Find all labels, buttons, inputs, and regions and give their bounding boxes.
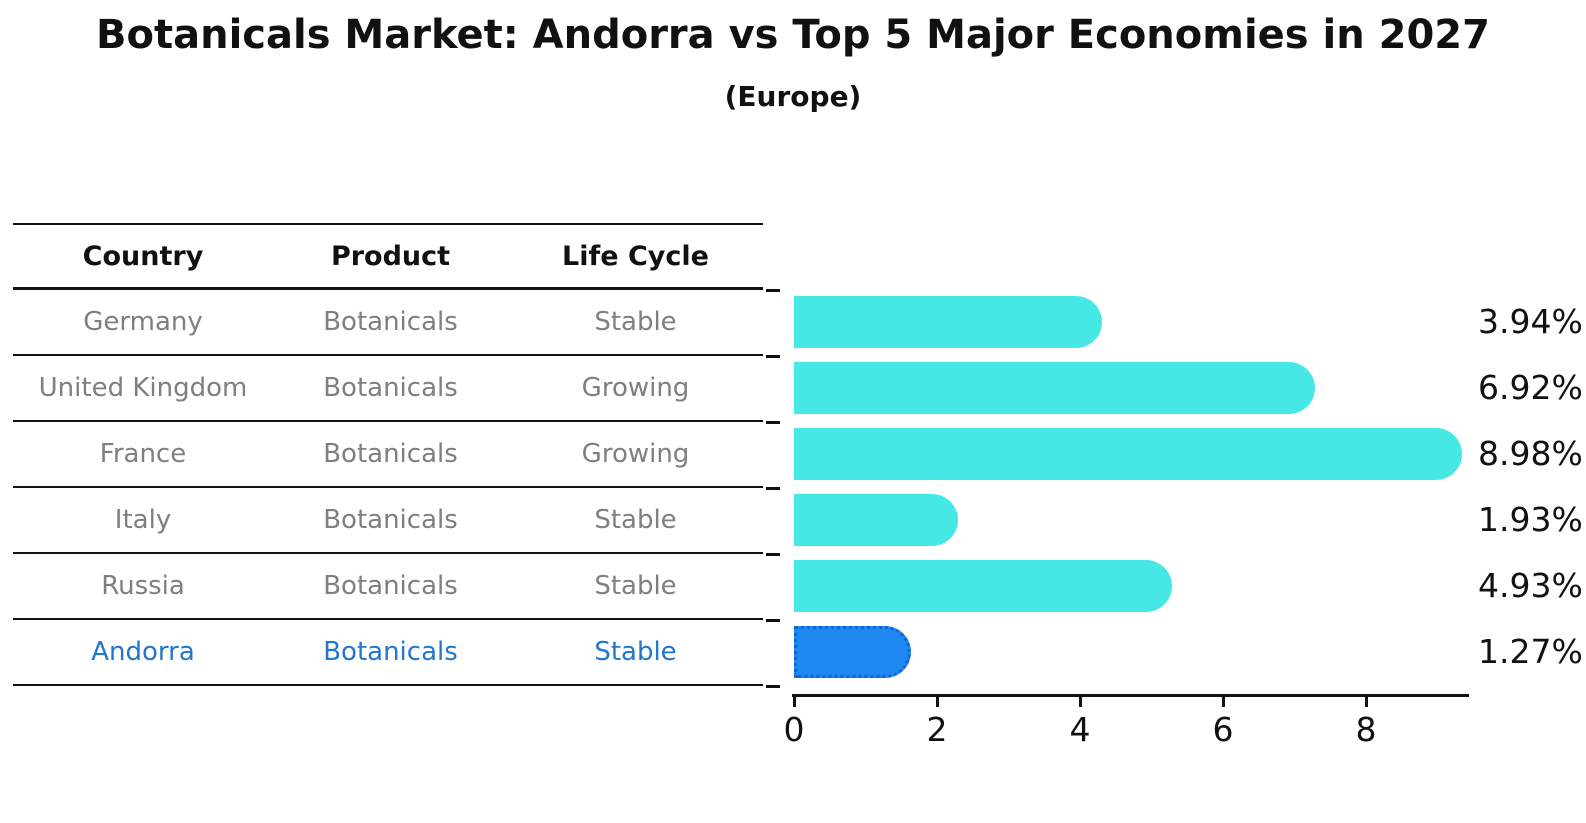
table-row: Andorra Botanicals Stable [13,620,763,686]
bar-value-label: 1.27% [1478,632,1583,671]
x-axis-tick-label: 6 [1212,710,1234,749]
page-title: Botanicals Market: Andorra vs Top 5 Majo… [96,12,1490,58]
x-axis-tick-label: 4 [1069,710,1091,749]
table-row: Germany Botanicals Stable [13,290,763,356]
page-subtitle: (Europe) [724,80,862,113]
cell-life-cycle: Stable [594,571,677,601]
cell-life-cycle: Growing [581,373,690,403]
cell-product: Botanicals [323,637,458,667]
x-axis-tick [792,697,796,707]
table-column-header-product: Product [330,240,451,272]
bar-value-label: 8.98% [1478,434,1583,473]
x-axis-tick-label: 0 [783,710,805,749]
cell-country: Russia [101,571,185,601]
x-axis-tick [1221,697,1225,707]
table-row: United Kingdom Botanicals Growing [13,356,763,422]
table-column-header-life-cycle: Life Cycle [562,240,709,272]
y-axis-tick [766,289,780,292]
table-row: France Botanicals Growing [13,422,763,488]
bar-value-label: 4.93% [1478,566,1583,605]
table-header-row: Country Product Life Cycle [13,223,763,290]
table-body: Germany Botanicals Stable United Kingdom Bot… [13,290,763,686]
bar-value-label: 6.92% [1478,368,1583,407]
bar-germany [794,296,1102,348]
y-axis-tick [766,685,780,688]
table-row: Italy Botanicals Stable [13,488,763,554]
cell-country: Germany [83,307,203,337]
cell-life-cycle: Stable [594,505,677,535]
bar-value-label: 3.94% [1478,302,1583,341]
comparison-table: Country Product Life Cycle Germany Botani… [13,223,763,686]
cell-life-cycle: Stable [594,637,677,667]
bar-value-label: 1.93% [1478,500,1583,539]
bar-italy [794,494,958,546]
x-axis-tick [1078,697,1082,707]
cell-country: Italy [114,505,172,535]
table-column-header-country: Country [82,240,204,272]
x-axis-tick [935,697,939,707]
cell-country: Andorra [91,637,195,667]
y-axis-tick [766,355,780,358]
x-axis-tick [1364,697,1368,707]
cell-product: Botanicals [323,439,458,469]
cell-country: France [99,439,187,469]
bar-france [794,428,1462,480]
cell-product: Botanicals [323,505,458,535]
cell-life-cycle: Stable [594,307,677,337]
table-row: Russia Botanicals Stable [13,554,763,620]
y-axis-tick [766,619,780,622]
cell-product: Botanicals [323,571,458,601]
y-axis-tick [766,487,780,490]
cell-country: United Kingdom [38,373,248,403]
y-axis-tick [766,553,780,556]
cell-product: Botanicals [323,307,458,337]
cell-life-cycle: Growing [581,439,690,469]
bar-united-kingdom [794,362,1315,414]
x-axis-tick-label: 2 [926,710,948,749]
cell-product: Botanicals [323,373,458,403]
x-axis-tick-label: 8 [1355,710,1377,749]
y-axis-tick [766,421,780,424]
bar-russia [794,560,1172,612]
bar-andorra [794,626,911,678]
x-axis-line [792,694,1469,697]
